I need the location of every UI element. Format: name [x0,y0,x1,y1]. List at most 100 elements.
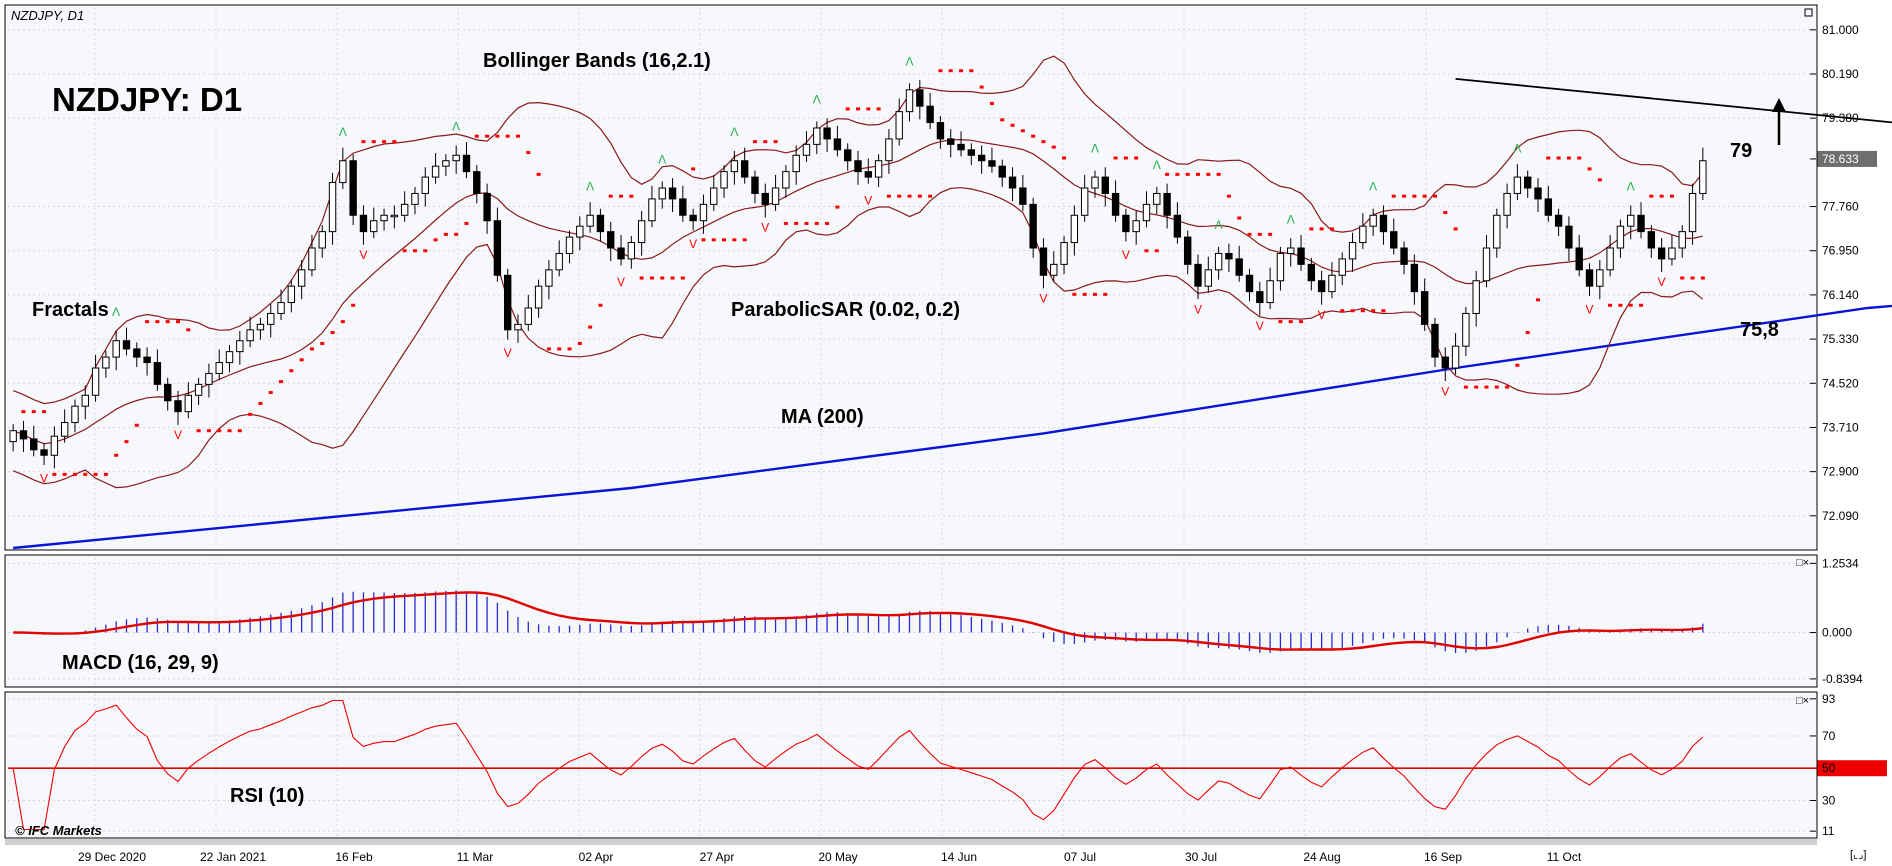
sar-dot [1309,227,1314,231]
candle [802,143,811,156]
fractal-up-icon: Ʌ [1215,218,1223,232]
candle [1122,214,1130,233]
x-tick-label: 20 May [818,850,857,864]
candle [473,171,481,194]
candle [534,285,543,309]
candle [359,214,368,233]
sar-dot [794,221,799,225]
fractal-up-icon: Ʌ [906,54,914,68]
sar-dot [206,429,211,433]
candle [19,430,28,440]
fractal-down-icon: V [1039,292,1047,306]
x-tick-label: 16 Feb [335,850,373,864]
resistance-trendline [1455,78,1892,124]
candle [740,160,749,178]
candle [617,247,625,260]
sar-dot [392,140,397,144]
rsi-window-controls-icon[interactable]: □× [1796,695,1809,707]
candle [1379,214,1388,233]
candle [926,105,934,124]
sar-dot [1391,194,1396,198]
fractal-up-icon: Ʌ [339,125,347,139]
x-tick-label: 24 Aug [1303,850,1340,864]
fractal-down-icon: V [761,221,769,235]
sar-dot [660,276,665,280]
candle [998,165,1006,178]
x-tick-label: 14 Jun [941,850,977,864]
candle [792,154,800,173]
candle [1328,274,1336,293]
fractal-down-icon: V [504,346,512,360]
sar-dot [1639,303,1644,307]
sar-dot [845,107,850,111]
candle [1513,176,1522,194]
candle [1153,192,1161,205]
sar-dot [516,134,520,138]
candle [1101,176,1109,194]
x-tick-label: 02 Apr [579,850,614,864]
candle [50,435,59,456]
sar-dot [165,320,170,324]
fractal-down-icon: V [1194,302,1202,316]
sar-dot [1010,123,1015,127]
sar-dot [351,303,356,307]
sar-dot [382,140,387,144]
sar-dot [526,151,531,155]
sar-dot [1453,227,1458,231]
fractal-down-icon: V [1256,319,1264,333]
sar-dot [433,238,438,242]
sar-dot [1319,227,1324,231]
sar-dot [1072,292,1077,296]
sar-dot [309,347,314,351]
sar-dot [742,238,747,242]
sar-dot [917,194,922,198]
sar-dot [1360,309,1365,313]
ma200-line [13,304,1892,550]
sar-dot [773,140,778,144]
sar-dot [1299,320,1304,324]
sar-dot [464,221,469,225]
scroll-control-icon[interactable]: [⌞⌟] [1850,849,1866,861]
macd-tick-label: 1.2534 [1822,556,1859,570]
candle [1266,280,1274,304]
candle [431,165,440,178]
sar-dot [412,249,417,253]
candle [504,274,512,331]
candle [1142,203,1151,222]
sar-dot [979,85,984,89]
price-marks: V Ʌ V Ʌ V Ʌ V Ʌ V Ʌ V Ʌ V Ʌ V Ʌ V Ʌ V Ʌ V Ʌ V Ʌ V Ʌ V Ʌ V Ʌ V [9,54,1892,550]
sar-dot [454,232,459,236]
candle [1091,176,1099,189]
sar-dot [495,134,500,138]
sar-dot [1082,292,1087,296]
candle [771,187,780,205]
candle [9,430,17,443]
candle [524,307,532,325]
sar-dot [619,194,624,198]
candle [586,214,594,227]
sar-dot [155,320,160,324]
maximize-icon[interactable] [1804,8,1813,17]
macd-window-controls-icon[interactable]: □× [1796,557,1809,569]
ma200-label: MA (200) [781,406,864,428]
sar-dot [1412,194,1417,198]
candle [1111,192,1120,216]
candle [555,252,563,271]
candle [596,214,605,233]
fractal-up-icon: Ʌ [1287,212,1295,226]
sar-dot [114,453,119,457]
fractal-down-icon: V [1441,384,1449,398]
candle [1132,220,1140,233]
sar-dot [1669,194,1674,198]
candle [297,269,306,287]
candle [81,394,89,407]
rsi-tick-label: 93 [1822,692,1836,706]
sar-dot [1690,276,1695,280]
sar-dot [711,238,716,242]
sar-dot [1020,129,1025,133]
sar-dot [1226,194,1231,198]
candle [390,214,399,218]
candle [1503,192,1511,216]
sar-dot [1463,385,1468,389]
candle [1637,214,1645,233]
